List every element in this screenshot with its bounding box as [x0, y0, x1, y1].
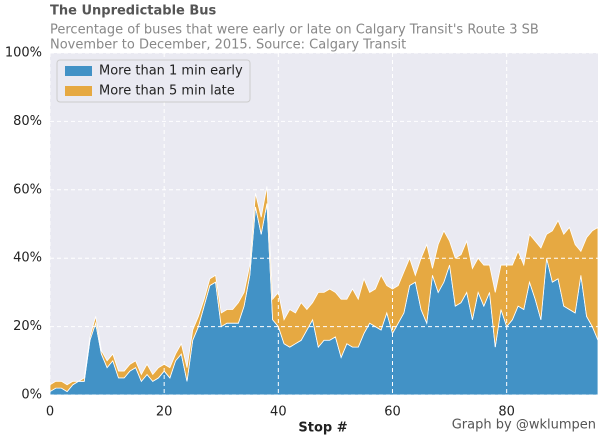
x-tick-label: 60 — [384, 405, 401, 420]
x-tick-label: 20 — [156, 405, 173, 420]
legend-label: More than 1 min early — [99, 64, 243, 79]
chart-title: The Unpredictable Bus — [50, 4, 217, 19]
y-tick-label: 40% — [13, 251, 42, 266]
y-tick-label: 0% — [21, 388, 42, 403]
y-tick-label: 20% — [13, 319, 42, 334]
y-tick-label: 60% — [13, 182, 42, 197]
chart-subtitle: Percentage of buses that were early or l… — [50, 23, 539, 38]
x-tick-label: 0 — [46, 405, 54, 420]
legend-label: More than 5 min late — [99, 84, 235, 99]
y-tick-label: 80% — [13, 114, 42, 129]
credit: Graph by @wklumpen — [452, 418, 596, 433]
area — [49, 186, 599, 393]
legend-swatch — [65, 66, 92, 76]
legend-swatch — [65, 86, 92, 96]
x-axis-label: Stop # — [298, 421, 347, 435]
y-tick-label: 100% — [5, 46, 42, 61]
x-tick-label: 80 — [498, 405, 515, 420]
legend-box — [56, 59, 251, 103]
x-tick-label: 40 — [270, 405, 287, 420]
chart-subtitle: November to December, 2015. Source: Calg… — [50, 38, 406, 53]
